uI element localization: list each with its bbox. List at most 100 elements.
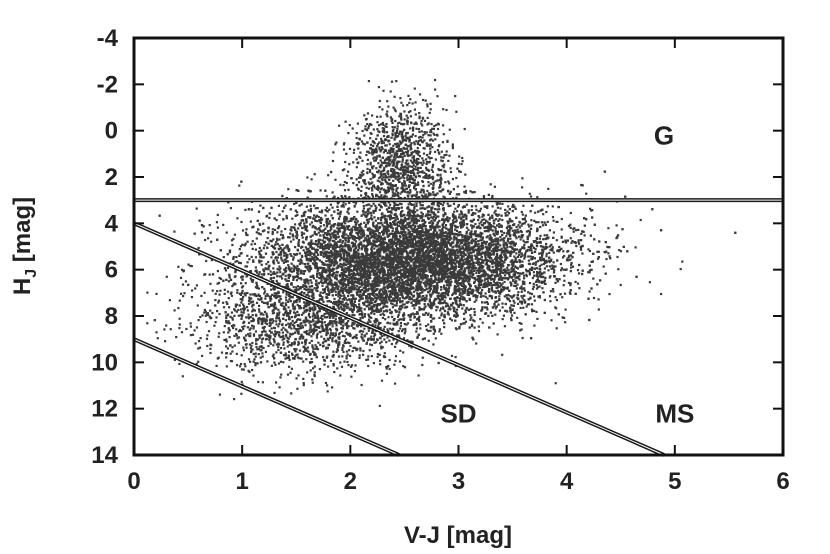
data-point (360, 278, 363, 281)
data-point (528, 282, 532, 285)
data-point (361, 256, 364, 259)
data-point (278, 244, 281, 247)
data-point (305, 251, 308, 254)
data-point (503, 295, 506, 298)
data-point (357, 245, 360, 248)
data-point (418, 306, 421, 309)
data-point (500, 247, 503, 250)
data-point (241, 229, 245, 232)
data-point (284, 252, 287, 255)
data-point (467, 244, 470, 247)
data-point (419, 204, 422, 207)
data-point (484, 274, 487, 277)
data-point (239, 245, 242, 248)
data-point (465, 216, 468, 219)
data-point (498, 225, 501, 229)
data-point (491, 194, 494, 197)
data-point (410, 293, 413, 296)
data-point (413, 187, 416, 190)
data-point (531, 276, 534, 280)
data-point (528, 303, 531, 306)
data-point (405, 245, 408, 248)
data-point (494, 209, 497, 212)
data-point (324, 227, 327, 230)
data-point (313, 230, 316, 233)
data-point (607, 227, 610, 230)
data-point (263, 270, 266, 273)
data-point (448, 233, 451, 237)
data-point (511, 264, 515, 267)
data-point (433, 207, 436, 211)
data-point (415, 323, 418, 326)
data-point (378, 298, 382, 301)
data-point (337, 196, 340, 200)
data-point (435, 278, 438, 281)
data-point (396, 334, 399, 337)
data-point (483, 301, 486, 304)
data-point (378, 191, 382, 194)
data-point (569, 211, 572, 215)
data-point (427, 304, 430, 307)
data-point (238, 184, 241, 187)
data-point (496, 300, 499, 303)
data-point (470, 257, 474, 260)
data-point (563, 316, 566, 319)
data-point (376, 352, 379, 356)
data-point (295, 232, 298, 235)
data-point (526, 303, 529, 306)
data-point (370, 228, 373, 231)
data-point (403, 323, 406, 326)
data-point (453, 224, 456, 227)
data-point (501, 306, 504, 309)
data-point (493, 240, 496, 243)
data-point (296, 214, 299, 217)
data-point (305, 318, 308, 321)
data-point (523, 277, 526, 280)
data-point (382, 274, 385, 277)
data-point (455, 245, 458, 248)
data-point (582, 230, 585, 233)
data-point (548, 245, 551, 248)
data-point (454, 244, 457, 247)
data-point (326, 245, 329, 248)
data-point (286, 247, 289, 250)
data-point (507, 271, 510, 274)
data-point (473, 264, 476, 267)
data-point (321, 268, 324, 271)
data-point (278, 268, 281, 272)
data-point (569, 237, 572, 240)
data-point (523, 282, 526, 286)
data-point (375, 238, 378, 241)
data-point (459, 254, 462, 257)
data-point (377, 222, 380, 225)
data-point (282, 291, 285, 294)
data-point (329, 227, 333, 230)
data-point (592, 277, 595, 280)
data-point (463, 298, 466, 301)
data-point (462, 263, 465, 266)
data-point (527, 259, 530, 262)
data-point (520, 285, 523, 288)
data-point (444, 250, 447, 253)
data-point (523, 244, 526, 247)
data-point (484, 205, 487, 208)
data-point (569, 292, 572, 295)
data-point (546, 246, 549, 249)
data-point (352, 264, 355, 267)
data-point (442, 265, 445, 268)
data-point (473, 245, 477, 248)
data-point (400, 275, 403, 278)
data-point (365, 277, 369, 281)
data-point (480, 283, 483, 286)
data-point (381, 273, 384, 276)
data-point (391, 303, 394, 306)
data-point (325, 195, 328, 198)
data-point (350, 263, 353, 266)
data-point (416, 311, 419, 314)
data-point (410, 214, 413, 217)
data-point (443, 235, 446, 238)
data-point (520, 290, 523, 293)
data-point (478, 222, 481, 225)
data-point (521, 280, 524, 283)
data-point (391, 194, 394, 197)
